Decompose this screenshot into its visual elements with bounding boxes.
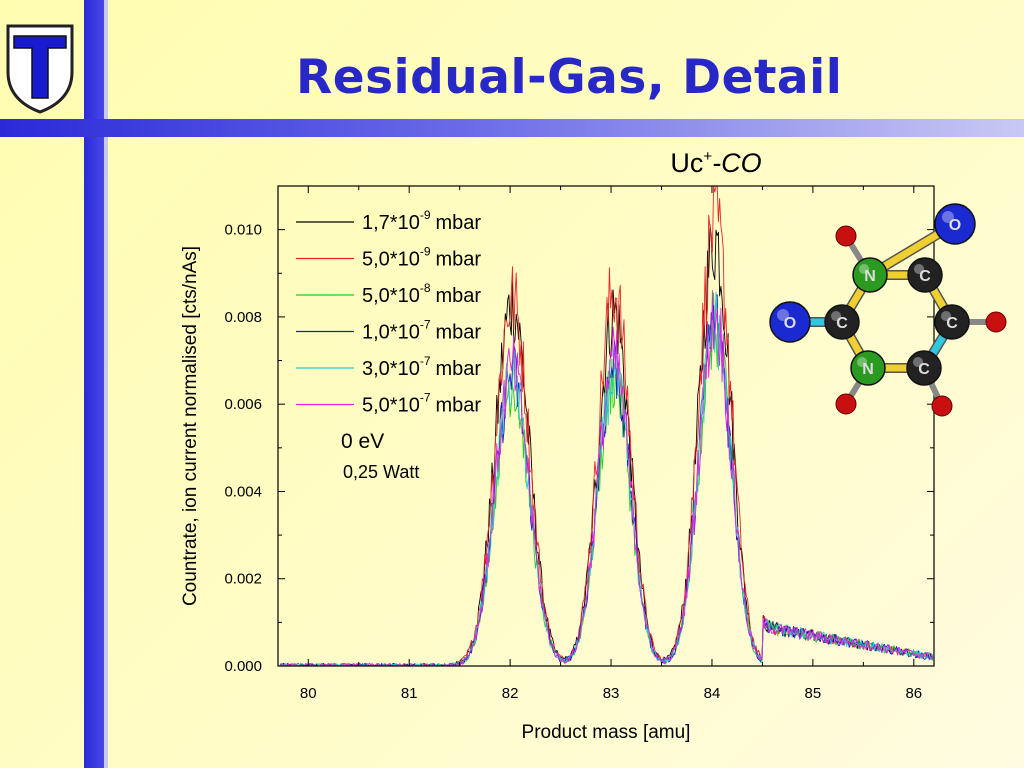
- chart-title-sup: +: [703, 148, 712, 165]
- legend-label-0: 1,7*10-9 mbar: [362, 208, 481, 234]
- chart-title: Uc+-CO: [670, 148, 761, 178]
- atom-label: O: [949, 217, 961, 234]
- atom-C: [906, 350, 942, 386]
- legend-label-unit: mbar: [436, 285, 482, 307]
- chart-title-suffix: -CO: [712, 148, 762, 178]
- left-accent-stripe: [104, 0, 108, 768]
- legend-label-exponent: -9: [420, 208, 431, 222]
- atom-label: C: [918, 361, 930, 378]
- hydrogen-atom: [835, 393, 857, 415]
- atom-highlight: [912, 356, 924, 368]
- y-tick-label: 0.006: [224, 396, 262, 413]
- atom-highlight: [777, 309, 789, 321]
- legend-label-unit: mbar: [436, 212, 482, 234]
- atom-highlight: [830, 310, 842, 322]
- legend-label-base: 3,0*10: [362, 358, 420, 380]
- legend-label-4: 3,0*10-7 mbar: [362, 354, 481, 380]
- university-shield-logo: [6, 24, 74, 114]
- y-tick-label: 0.008: [224, 309, 262, 326]
- slide-title: Residual-Gas, Detail: [296, 50, 843, 105]
- atom-label: N: [864, 268, 876, 285]
- atom-label: O: [784, 315, 796, 332]
- legend-label-1: 5,0*10-9 mbar: [362, 245, 481, 271]
- legend-label-exponent: -9: [420, 245, 431, 259]
- x-tick-label: 84: [704, 685, 721, 702]
- annotation-power: 0,25 Watt: [343, 462, 419, 482]
- x-axis-label: Product mass [amu]: [522, 722, 691, 743]
- atom-N: [852, 257, 888, 293]
- atom-label: C: [836, 315, 848, 332]
- hydrogen-atom: [985, 311, 1007, 333]
- uracil-molecule-model: O C N C O C N C: [769, 203, 1007, 417]
- legend-label-exponent: -7: [420, 391, 431, 405]
- atom-O: [934, 203, 976, 245]
- legend-label-exponent: -7: [420, 318, 431, 332]
- y-tick-label: 0.004: [224, 483, 262, 500]
- y-tick-label: 0.010: [224, 222, 262, 239]
- axis-ticks: 80 81 82 83 84 85 86 0.000 0.002 0.004 0.006 0.008 0…: [224, 186, 934, 702]
- hydrogen-atom: [835, 225, 857, 247]
- atom-label: C: [919, 268, 931, 285]
- atom-C: [907, 257, 943, 293]
- y-tick-label: 0.000: [224, 658, 262, 675]
- legend-label-base: 5,0*10: [362, 395, 420, 417]
- atom-highlight: [940, 310, 952, 322]
- x-tick-label: 80: [300, 685, 317, 702]
- legend-label-base: 1,7*10: [362, 212, 420, 234]
- x-tick-label: 86: [905, 685, 922, 702]
- atom-C: [934, 304, 970, 340]
- legend-label-unit: mbar: [436, 358, 482, 380]
- y-axis-label: Countrate, ion current normalised [cts/n…: [180, 246, 201, 606]
- plot-frame: [277, 185, 935, 667]
- atom-label: N: [862, 361, 874, 378]
- chart-title-base: Uc: [670, 148, 703, 178]
- atom-label: C: [946, 315, 958, 332]
- y-tick-label: 0.002: [224, 571, 262, 588]
- legend-label-3: 1,0*10-7 mbar: [362, 318, 481, 344]
- atom-highlight: [858, 263, 870, 275]
- legend-label-base: 5,0*10: [362, 249, 420, 271]
- series-line-5: [279, 290, 934, 667]
- legend-label-exponent: -8: [420, 281, 431, 295]
- atom-highlight: [942, 211, 954, 223]
- hydrogen-atom: [931, 395, 953, 417]
- left-accent-bar: [84, 0, 104, 768]
- legend-label-unit: mbar: [436, 395, 482, 417]
- annotation-energy: 0 eV: [341, 430, 384, 453]
- atom-highlight: [913, 263, 925, 275]
- atom-highlight: [856, 356, 868, 368]
- legend-label-unit: mbar: [436, 322, 482, 344]
- atom-C: [824, 304, 860, 340]
- x-tick-label: 83: [603, 685, 620, 702]
- legend-label-2: 5,0*10-8 mbar: [362, 281, 481, 307]
- atom-N: [850, 350, 886, 386]
- x-tick-label: 82: [502, 685, 519, 702]
- x-tick-label: 85: [805, 685, 822, 702]
- legend-label-unit: mbar: [436, 249, 482, 271]
- x-tick-label: 81: [401, 685, 418, 702]
- header-accent-bar: [0, 119, 1024, 137]
- legend-label-base: 5,0*10: [362, 285, 420, 307]
- legend-label-5: 5,0*10-7 mbar: [362, 391, 481, 417]
- legend-label-base: 1,0*10: [362, 322, 420, 344]
- atom-O: [769, 301, 811, 343]
- legend-label-exponent: -7: [420, 354, 431, 368]
